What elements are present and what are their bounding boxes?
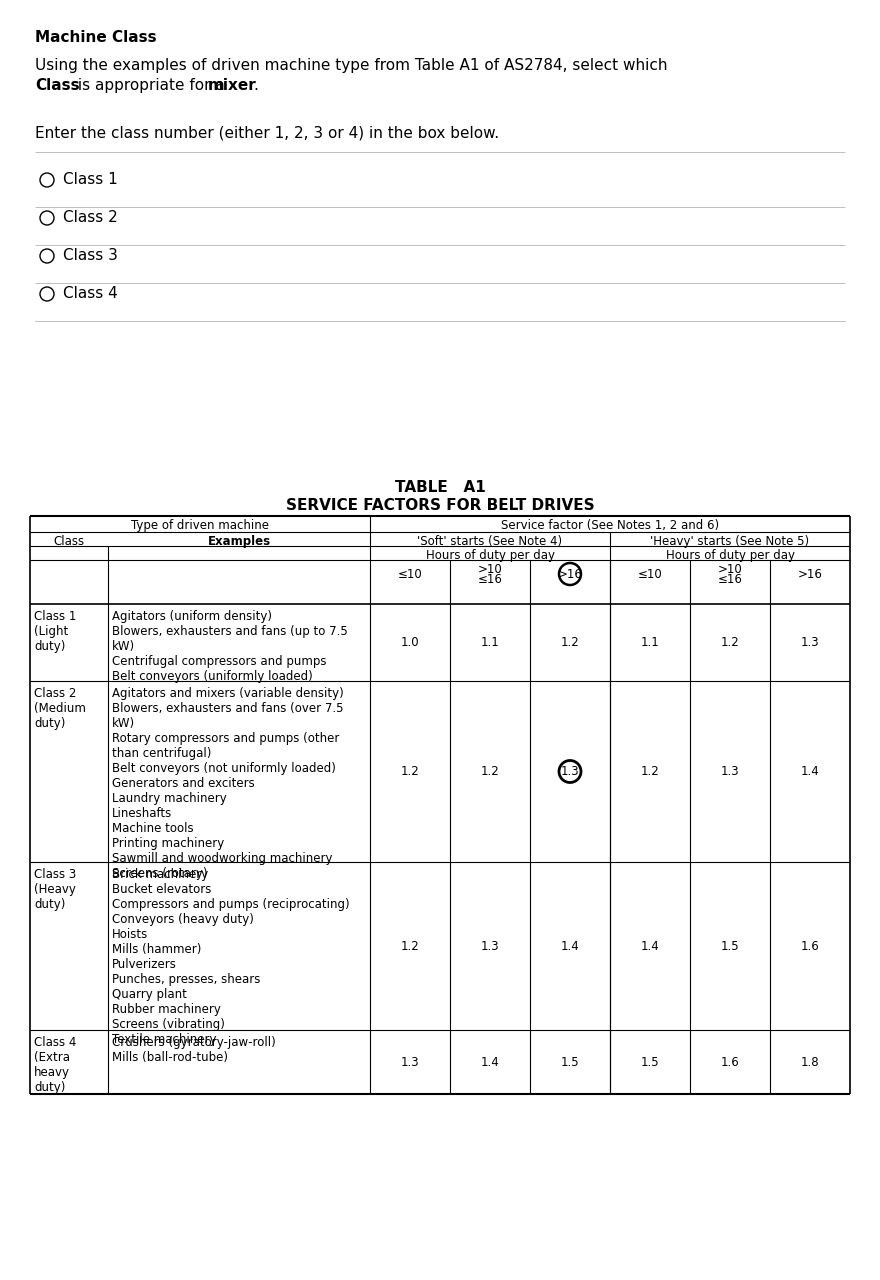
Text: Service factor (See Notes 1, 2 and 6): Service factor (See Notes 1, 2 and 6)	[501, 518, 719, 532]
Text: Class 4
(Extra
heavy
duty): Class 4 (Extra heavy duty)	[34, 1036, 77, 1094]
Text: 1.0: 1.0	[400, 636, 419, 649]
Text: Examples: Examples	[208, 535, 270, 548]
Text: 1.3: 1.3	[561, 765, 579, 778]
Text: 1.5: 1.5	[721, 940, 739, 952]
Text: Hours of duty per day: Hours of duty per day	[665, 549, 795, 562]
Text: ≤10: ≤10	[638, 568, 663, 581]
Text: SERVICE FACTORS FOR BELT DRIVES: SERVICE FACTORS FOR BELT DRIVES	[286, 498, 594, 513]
Text: 1.4: 1.4	[801, 765, 819, 778]
Text: 1.5: 1.5	[561, 1056, 579, 1069]
Text: Class 1
(Light
duty): Class 1 (Light duty)	[34, 611, 77, 653]
Text: Brick machinery
Bucket elevators
Compressors and pumps (reciprocating)
Conveyors: Brick machinery Bucket elevators Compres…	[112, 868, 349, 1046]
Text: Machine Class: Machine Class	[35, 29, 157, 45]
Text: 'Soft' starts (See Note 4): 'Soft' starts (See Note 4)	[417, 535, 562, 548]
Text: ≤16: ≤16	[717, 573, 743, 586]
Text: Agitators (uniform density)
Blowers, exhausters and fans (up to 7.5
kW)
Centrifu: Agitators (uniform density) Blowers, exh…	[112, 611, 348, 684]
Text: >16: >16	[558, 568, 583, 581]
Text: 1.1: 1.1	[641, 636, 659, 649]
Text: Class 2: Class 2	[63, 210, 118, 225]
Text: 1.2: 1.2	[400, 765, 420, 778]
Text: 'Heavy' starts (See Note 5): 'Heavy' starts (See Note 5)	[650, 535, 810, 548]
Text: 1.6: 1.6	[801, 940, 819, 952]
Text: 1.3: 1.3	[480, 940, 499, 952]
Text: 1.4: 1.4	[480, 1056, 499, 1069]
Text: 1.2: 1.2	[480, 765, 499, 778]
Text: 1.5: 1.5	[641, 1056, 659, 1069]
Text: .: .	[253, 78, 258, 93]
Text: 1.2: 1.2	[561, 636, 579, 649]
Text: 1.3: 1.3	[721, 765, 739, 778]
Text: 1.3: 1.3	[400, 1056, 419, 1069]
Text: Enter the class number (either 1, 2, 3 or 4) in the box below.: Enter the class number (either 1, 2, 3 o…	[35, 125, 499, 141]
Text: >10: >10	[717, 563, 743, 576]
Text: 1.3: 1.3	[801, 636, 819, 649]
Text: >10: >10	[478, 563, 502, 576]
Text: 1.1: 1.1	[480, 636, 499, 649]
Text: Class 3
(Heavy
duty): Class 3 (Heavy duty)	[34, 868, 77, 911]
Text: 1.2: 1.2	[641, 765, 659, 778]
Text: Using the examples of driven machine type from Table A1 of AS2784, select which: Using the examples of driven machine typ…	[35, 58, 668, 73]
Text: 1.2: 1.2	[721, 636, 739, 649]
Text: is appropriate for a: is appropriate for a	[73, 78, 230, 93]
Text: 1.4: 1.4	[641, 940, 659, 952]
Text: 1.6: 1.6	[721, 1056, 739, 1069]
Text: >16: >16	[797, 568, 823, 581]
Text: Class 2
(Medium
duty): Class 2 (Medium duty)	[34, 687, 86, 730]
Text: ≤10: ≤10	[398, 568, 422, 581]
Text: Class 1: Class 1	[63, 172, 118, 187]
Text: mixer: mixer	[208, 78, 257, 93]
Text: Type of driven machine: Type of driven machine	[131, 518, 269, 532]
Text: Class 3: Class 3	[63, 248, 118, 262]
Text: ≤16: ≤16	[478, 573, 502, 586]
Text: Class 4: Class 4	[63, 285, 118, 301]
Text: Hours of duty per day: Hours of duty per day	[426, 549, 554, 562]
Text: Agitators and mixers (variable density)
Blowers, exhausters and fans (over 7.5
k: Agitators and mixers (variable density) …	[112, 687, 344, 881]
Text: Class: Class	[54, 535, 84, 548]
Text: 1.4: 1.4	[561, 940, 579, 952]
Text: Crushers (gyratory-jaw-roll)
Mills (ball-rod-tube): Crushers (gyratory-jaw-roll) Mills (ball…	[112, 1036, 275, 1064]
Text: TABLE   A1: TABLE A1	[394, 480, 486, 495]
Text: 1.8: 1.8	[801, 1056, 819, 1069]
Text: 1.2: 1.2	[400, 940, 420, 952]
Text: Class: Class	[35, 78, 79, 93]
